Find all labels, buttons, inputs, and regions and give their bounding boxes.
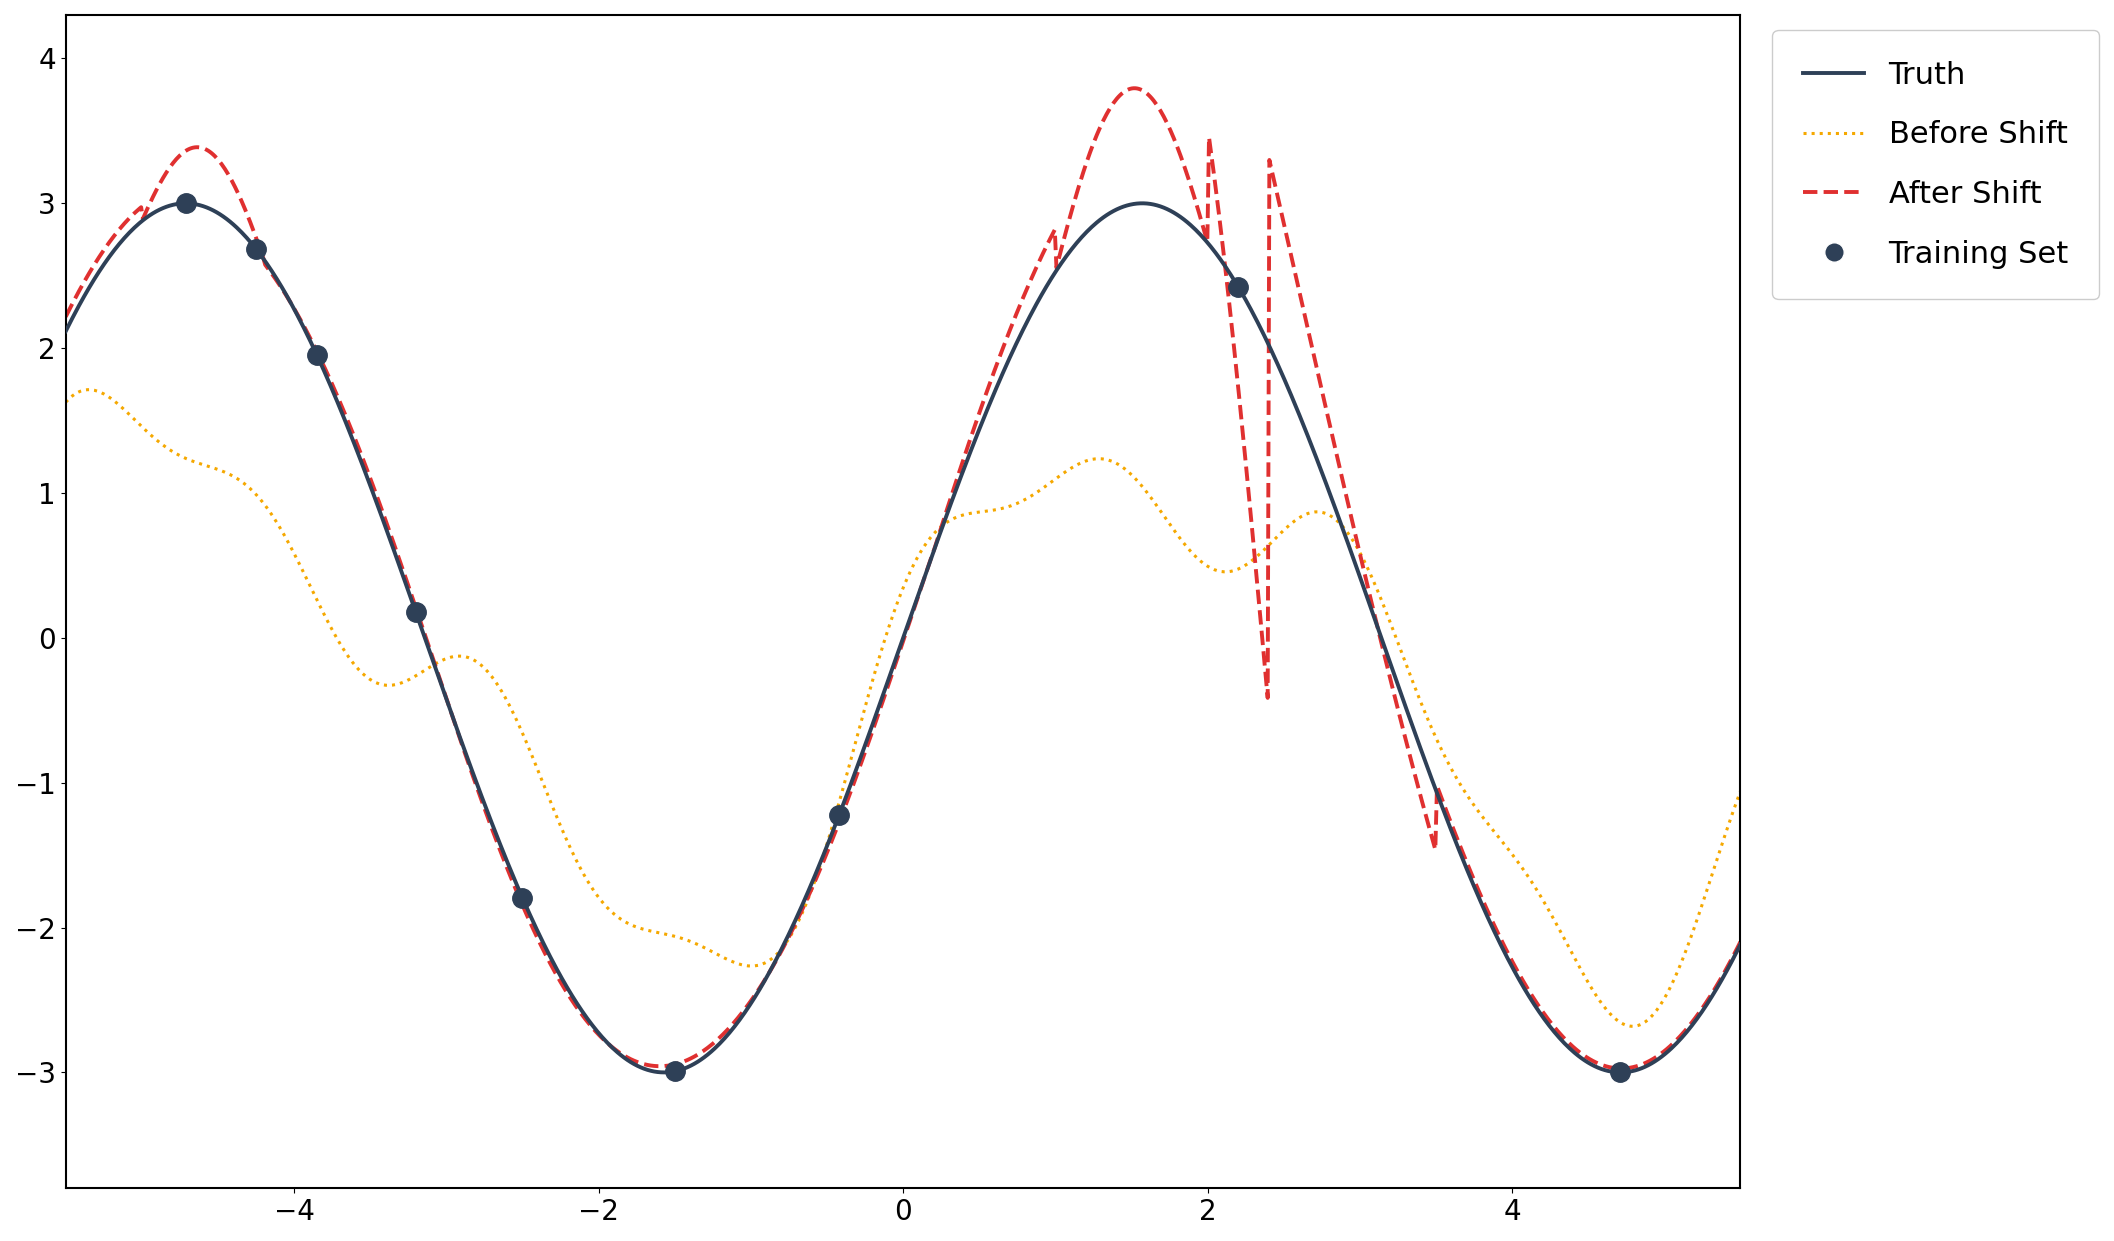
Training Set [300, 345, 334, 365]
Before Shift [1205, 563, 1230, 578]
Truth [1129, 196, 1154, 211]
Training Set [1222, 277, 1256, 297]
Truth [651, 1065, 676, 1080]
Truth [53, 324, 78, 339]
After Shift [1391, 724, 1416, 738]
After Shift [224, 182, 249, 197]
After Shift [1727, 934, 1753, 949]
After Shift [1609, 1061, 1634, 1076]
Before Shift [731, 958, 757, 973]
Before Shift [1361, 573, 1387, 588]
Training Set [239, 240, 273, 259]
Before Shift [1727, 784, 1753, 799]
Truth [1393, 697, 1418, 712]
Training Set [657, 1061, 691, 1081]
Training Set [822, 805, 856, 825]
Legend: Truth, Before Shift, After Shift, Training Set: Truth, Before Shift, After Shift, Traini… [1772, 30, 2099, 299]
Line: Before Shift: Before Shift [66, 390, 1740, 1026]
After Shift [1361, 602, 1387, 617]
Training Set [169, 194, 203, 213]
After Shift [791, 900, 816, 915]
Training Set [400, 603, 433, 623]
Truth [1727, 937, 1753, 952]
Truth [224, 220, 249, 235]
Truth [731, 1005, 757, 1020]
Truth [1361, 612, 1387, 627]
Before Shift [76, 382, 101, 397]
Truth [793, 891, 818, 906]
Training Set [1602, 1062, 1636, 1082]
Before Shift [1391, 650, 1416, 665]
After Shift [1120, 81, 1146, 96]
Truth [1207, 249, 1232, 264]
Before Shift [1621, 1019, 1647, 1034]
After Shift [729, 1004, 755, 1019]
Line: After Shift: After Shift [66, 88, 1740, 1069]
After Shift [1205, 194, 1230, 208]
Training Set [505, 889, 539, 908]
After Shift [53, 309, 78, 324]
Before Shift [793, 900, 818, 915]
Before Shift [226, 472, 252, 486]
Line: Truth: Truth [66, 204, 1740, 1072]
Before Shift [53, 395, 78, 410]
